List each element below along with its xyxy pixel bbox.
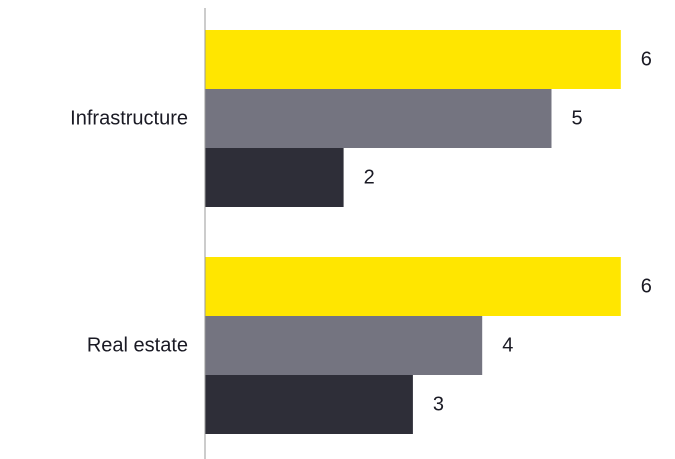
bar-infrastructure-series-2 xyxy=(205,89,552,148)
category-label-real-estate: Real estate xyxy=(87,335,188,357)
value-label-real-estate-series-3: 3 xyxy=(433,394,444,416)
bar-real-estate-series-3 xyxy=(205,375,413,434)
bar-real-estate-series-2 xyxy=(205,316,483,375)
value-label-infrastructure-series-2: 5 xyxy=(572,108,583,130)
value-label-infrastructure-series-1: 6 xyxy=(641,49,652,71)
bar-real-estate-series-1 xyxy=(205,257,621,316)
bar-infrastructure-series-1 xyxy=(205,30,621,89)
value-label-real-estate-series-1: 6 xyxy=(641,276,652,298)
value-labels-layer: 6 5 2 6 4 3 xyxy=(364,49,652,416)
category-labels-layer: Infrastructure Real estate xyxy=(70,108,188,357)
value-label-infrastructure-series-3: 2 xyxy=(364,167,375,189)
bar-infrastructure-series-3 xyxy=(205,148,344,207)
category-label-infrastructure: Infrastructure xyxy=(70,108,188,130)
value-label-real-estate-series-2: 4 xyxy=(502,335,513,357)
bars-layer xyxy=(205,30,621,434)
